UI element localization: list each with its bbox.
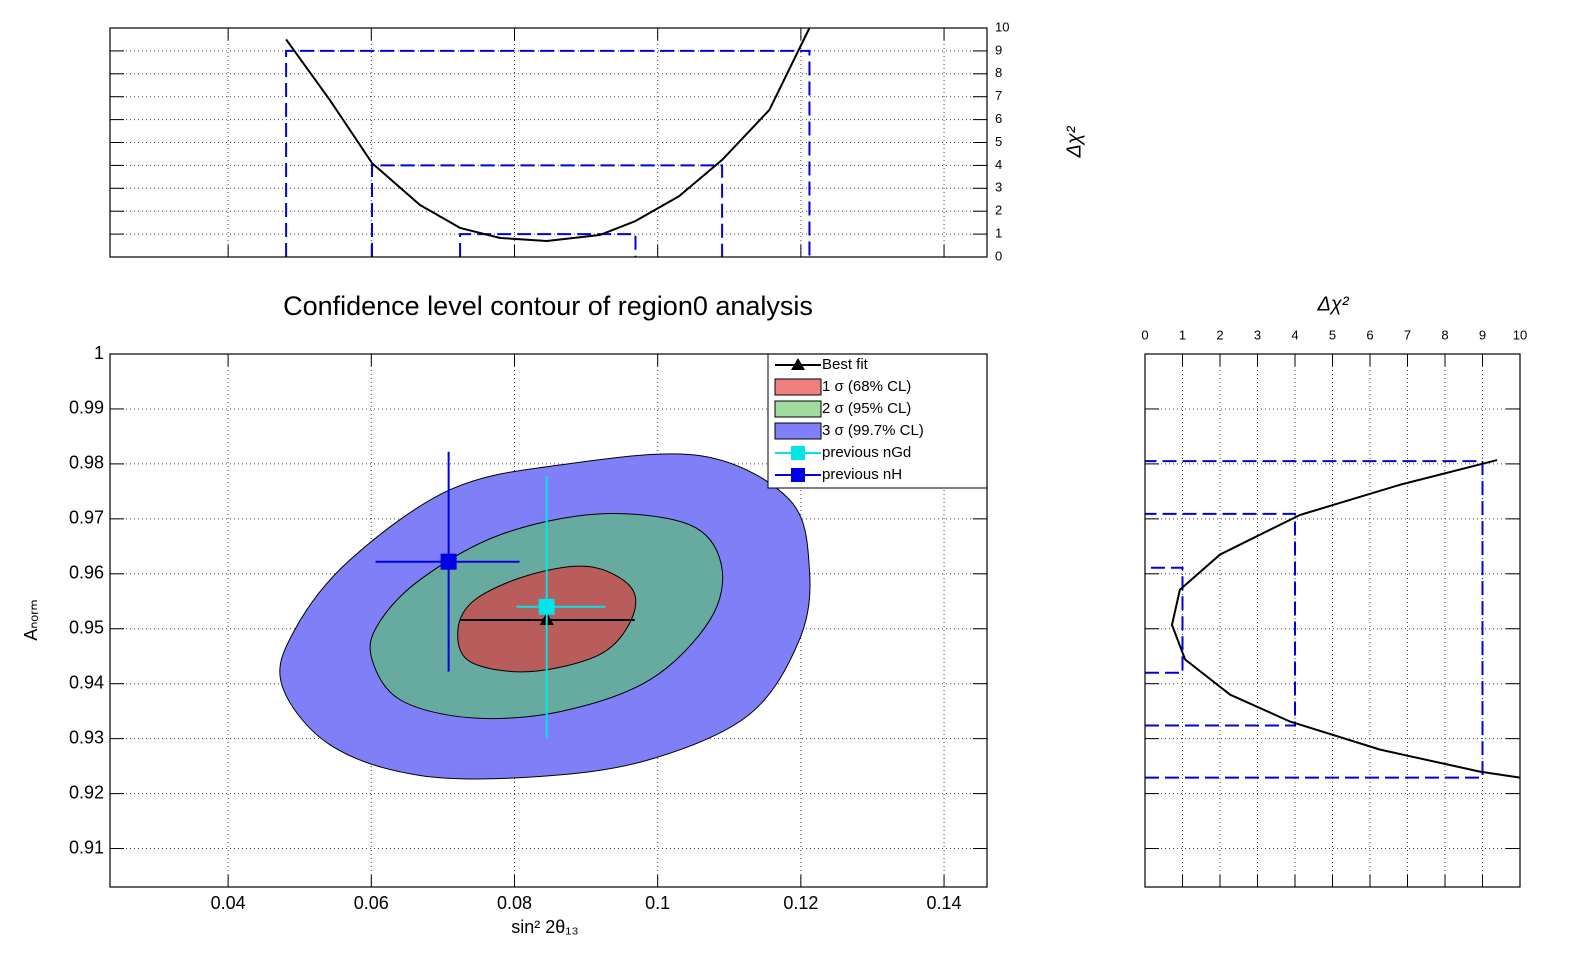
y-tick-label: 7 (995, 88, 1002, 103)
x-tick-label: 8 (1441, 327, 1448, 342)
y-tick-label: 1 (94, 343, 104, 363)
marker (538, 598, 555, 615)
x-tick-label: 9 (1479, 327, 1486, 342)
legend-swatch (791, 358, 805, 370)
y-tick-label: 2 (995, 203, 1002, 218)
x-tick-label: 6 (1366, 327, 1373, 342)
legend-label: 1 σ (68% CL) (822, 378, 911, 395)
y-tick-label: 0.95 (69, 617, 104, 637)
y-tick-label: 9 (995, 42, 1002, 57)
x-tick-label: 7 (1404, 327, 1411, 342)
y-axis-title: Δχ² (1063, 125, 1085, 158)
legend-swatch (774, 378, 822, 396)
curve (1171, 459, 1521, 779)
plot-frame (1144, 353, 1521, 888)
y-tick-label: 0.92 (69, 782, 104, 802)
y-tick-label: 0.99 (69, 398, 104, 418)
interval-box (1145, 512, 1296, 727)
legend-swatch (774, 400, 822, 418)
x-tick-label: 1 (1179, 327, 1186, 342)
y-tick-label: 0.91 (69, 837, 104, 857)
y-tick-label: 0.96 (69, 563, 104, 583)
legend (767, 353, 988, 489)
legend-label: 3 σ (99.7% CL) (822, 422, 924, 439)
plot-frame (109, 27, 988, 258)
x-tick-label: 0 (1141, 327, 1148, 342)
y-tick-label: 0.93 (69, 727, 104, 747)
x-tick-label: 0.12 (783, 893, 818, 913)
x-axis-title: Δχ² (1317, 293, 1350, 315)
x-tick-label: 0.06 (354, 893, 389, 913)
y-tick-label: 0 (995, 248, 1002, 263)
x-tick-label: 0.14 (927, 893, 962, 913)
legend-swatch (774, 422, 822, 440)
legend-label: 2 σ (95% CL) (822, 400, 911, 417)
x-tick-label: 5 (1329, 327, 1336, 342)
interval-box (459, 233, 637, 257)
legend-swatch (791, 446, 805, 460)
x-tick-label: 2 (1216, 327, 1223, 342)
legend-label: Best fit (822, 356, 869, 373)
y-tick-label: 5 (995, 134, 1002, 149)
plot-frame (109, 353, 988, 888)
y-tick-label: 10 (995, 19, 1009, 34)
interval-box (285, 49, 811, 257)
y-tick-label: 0.97 (69, 508, 104, 528)
legend-label: previous nH (822, 466, 902, 483)
y-tick-label: 0.94 (69, 672, 104, 692)
x-tick-label: 0.04 (211, 893, 246, 913)
interval-box (1145, 460, 1484, 779)
x-tick-label: 0.08 (497, 893, 532, 913)
y-tick-label: 1 (995, 226, 1002, 241)
y-tick-label: 8 (995, 65, 1002, 80)
y-tick-label: 6 (995, 111, 1002, 126)
legend-label: previous nGd (822, 444, 911, 461)
y-tick-label: 0.98 (69, 453, 104, 473)
legend-swatch (791, 468, 805, 482)
y-tick-label: 4 (995, 157, 1002, 172)
marker (440, 553, 457, 570)
x-tick-label: 4 (1291, 327, 1298, 342)
y-axis-title: Aₙₒᵣₘ (21, 599, 41, 641)
x-tick-label: 10 (1513, 327, 1527, 342)
y-tick-label: 3 (995, 180, 1002, 195)
chart-title: Confidence level contour of region0 anal… (283, 291, 813, 321)
x-axis-title: sin² 2θ₁₃ (511, 917, 578, 937)
x-tick-label: 3 (1254, 327, 1261, 342)
curve (285, 27, 811, 242)
x-tick-label: 0.1 (645, 893, 670, 913)
interval-box (1145, 566, 1184, 674)
interval-box (371, 164, 724, 257)
